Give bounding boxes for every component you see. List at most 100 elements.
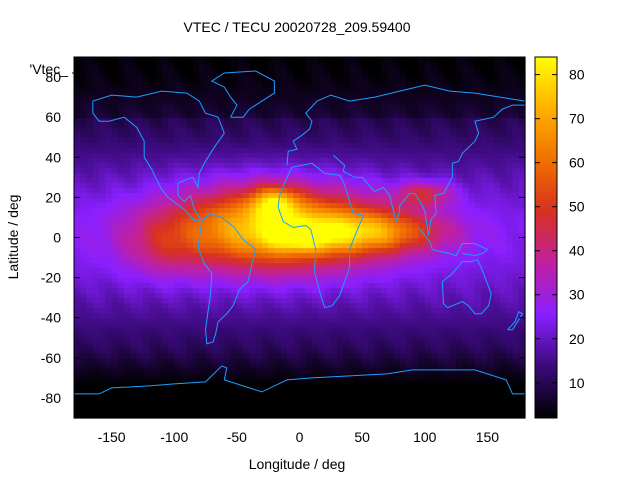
heatmap-cell [418, 167, 426, 173]
heatmap-cell [343, 72, 351, 78]
heatmap-cell [274, 92, 282, 98]
heatmap-cell [462, 377, 470, 384]
heatmap-cell [437, 182, 445, 188]
heatmap-cell [305, 187, 313, 193]
heatmap-cell [149, 62, 157, 68]
heatmap-cell [199, 117, 207, 123]
heatmap-cell [111, 202, 119, 208]
heatmap-cell [218, 413, 225, 419]
heatmap-cell [424, 392, 432, 399]
heatmap-cell [287, 67, 294, 73]
heatmap-cell [168, 297, 175, 304]
heatmap-cell [142, 317, 150, 324]
heatmap-cell [124, 287, 131, 294]
heatmap-cell [193, 122, 200, 128]
heatmap-cell [155, 352, 163, 359]
heatmap-cell [268, 82, 276, 88]
heatmap-cell [105, 287, 113, 294]
heatmap-cell [224, 92, 232, 98]
heatmap-cell [487, 207, 495, 213]
heatmap-cell [293, 327, 301, 334]
heatmap-cell [443, 352, 451, 359]
heatmap-cell [92, 307, 100, 314]
heatmap-cell [249, 327, 257, 334]
heatmap-cell [117, 112, 125, 118]
heatmap-cell [412, 302, 420, 309]
heatmap-cell [287, 387, 294, 394]
heatmap-cell [393, 222, 401, 229]
heatmap-cell [124, 62, 131, 68]
heatmap-cell [193, 237, 200, 244]
heatmap-cell [205, 117, 213, 123]
heatmap-cell [186, 152, 194, 158]
heatmap-cell [224, 307, 232, 314]
heatmap-cell [481, 237, 489, 244]
heatmap-cell [499, 92, 507, 98]
heatmap-cell [393, 112, 401, 118]
heatmap-cell [249, 403, 257, 409]
heatmap-cell [324, 142, 332, 148]
heatmap-cell [506, 322, 514, 329]
heatmap-cell [418, 62, 426, 68]
heatmap-cell [168, 403, 175, 409]
heatmap-cell [142, 242, 150, 249]
heatmap-cell [443, 367, 451, 374]
heatmap-cell [462, 277, 470, 284]
heatmap-cell [74, 72, 81, 78]
heatmap-cell [255, 197, 263, 203]
heatmap-cell [287, 342, 294, 349]
heatmap-cell [456, 97, 463, 103]
heatmap-cell [268, 212, 276, 218]
heatmap-cell [299, 67, 307, 73]
heatmap-cell [418, 177, 426, 183]
heatmap-cell [142, 237, 150, 244]
heatmap-cell [274, 292, 282, 299]
heatmap-cell [362, 107, 369, 113]
heatmap-cell [487, 397, 495, 404]
heatmap-cell [393, 237, 401, 244]
heatmap-cell [174, 413, 182, 419]
heatmap-cell [456, 332, 463, 339]
heatmap-cell [355, 177, 363, 183]
heatmap-cell [443, 297, 451, 304]
heatmap-cell [130, 362, 138, 369]
heatmap-cell [487, 117, 495, 123]
heatmap-cell [493, 377, 501, 384]
heatmap-cell [211, 122, 219, 128]
heatmap-cell [230, 227, 238, 234]
heatmap-cell [255, 187, 263, 193]
heatmap-cell [243, 172, 250, 178]
heatmap-cell [437, 377, 445, 384]
heatmap-cell [330, 117, 338, 123]
heatmap-cell [324, 252, 332, 259]
heatmap-cell [255, 242, 263, 249]
heatmap-cell [105, 342, 113, 349]
heatmap-cell [293, 207, 301, 213]
heatmap-cell [406, 72, 413, 78]
heatmap-cell [406, 102, 413, 108]
heatmap-cell [481, 122, 489, 128]
heatmap-cell [74, 62, 81, 68]
heatmap-cell [249, 172, 257, 178]
heatmap-cell [211, 257, 219, 264]
heatmap-cell [92, 297, 100, 304]
heatmap-cell [474, 192, 482, 198]
heatmap-cell [249, 297, 257, 304]
heatmap-cell [437, 207, 445, 213]
heatmap-cell [406, 297, 413, 304]
heatmap-cell [80, 287, 88, 294]
heatmap-cell [468, 172, 476, 178]
heatmap-cell [255, 232, 263, 239]
heatmap-cell [305, 252, 313, 259]
heatmap-cell [499, 122, 507, 128]
heatmap-cell [124, 127, 131, 133]
heatmap-cell [355, 232, 363, 239]
heatmap-cell [337, 87, 344, 93]
heatmap-cell [74, 202, 81, 208]
heatmap-cell [149, 372, 157, 379]
heatmap-cell [337, 97, 344, 103]
heatmap-cell [318, 392, 326, 399]
heatmap-cell [330, 122, 338, 128]
heatmap-cell [468, 182, 476, 188]
heatmap-cell [493, 297, 501, 304]
